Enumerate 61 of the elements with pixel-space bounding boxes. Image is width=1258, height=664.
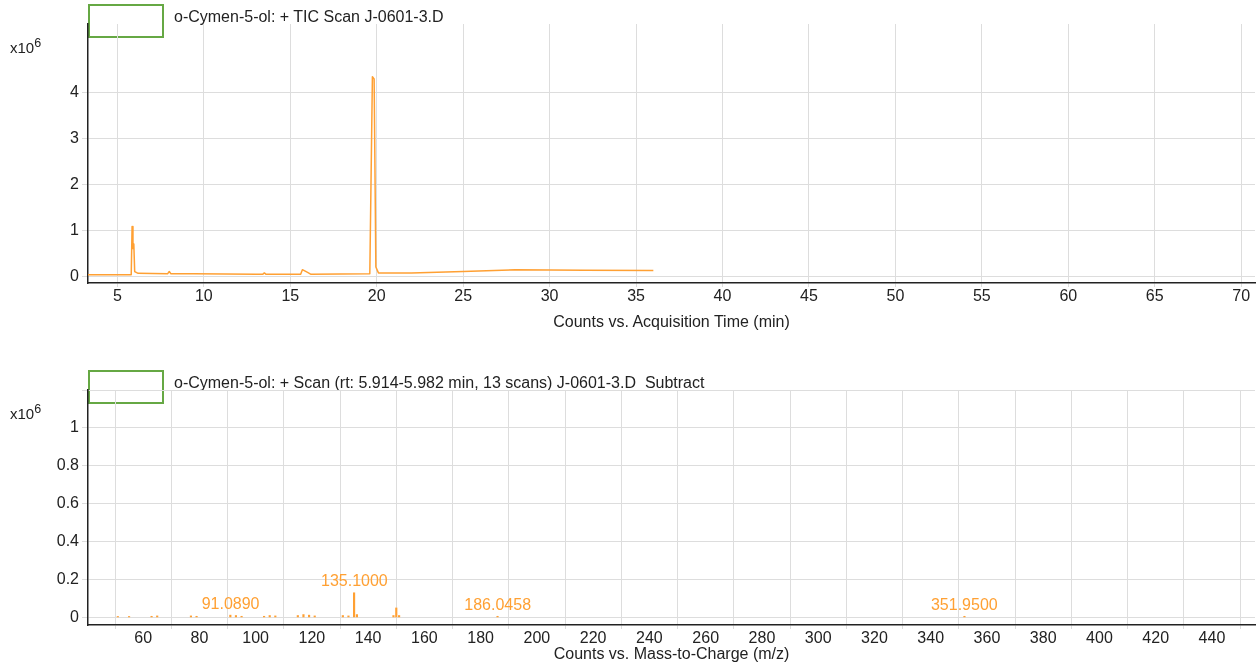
x-tick-label: 440 <box>1198 629 1226 647</box>
x-tick-label: 400 <box>1086 629 1113 647</box>
x-tick-label: 60 <box>1059 287 1078 305</box>
y-tick-label: 0.4 <box>56 532 80 550</box>
x-tick-label: 140 <box>354 629 382 647</box>
x-tick-label: 340 <box>917 629 945 647</box>
x-tick-label: 100 <box>242 629 270 647</box>
x-tick-label: 380 <box>1029 629 1057 647</box>
x-tick-label: 25 <box>454 287 473 305</box>
y-tick-label: 3 <box>70 129 80 147</box>
y-tick-label: 0 <box>70 607 80 625</box>
x-tick-label: 300 <box>804 629 832 647</box>
chart-title: o-Cymen-5-ol: + Scan (rt: 5.914-5.982 min, 13 scans) J-0601-3.D Subtract <box>174 374 705 392</box>
bar <box>296 615 299 618</box>
x-tick-label: 260 <box>692 629 720 647</box>
bar <box>268 615 271 618</box>
annotation: 91.0890 <box>201 594 260 612</box>
y-tick-label: 0.8 <box>56 456 80 474</box>
x-tick-label: 45 <box>800 287 818 305</box>
bar <box>353 592 356 618</box>
x-tick-label: 15 <box>281 287 300 305</box>
y-tick-label: 0.2 <box>56 569 80 587</box>
annotation: 186.0458 <box>464 595 532 613</box>
x-axis-title: Counts vs. Acquisition Time (min) <box>553 312 790 330</box>
y-tick-label: 2 <box>70 174 80 192</box>
x-tick-label: 420 <box>1142 629 1170 647</box>
x-tick-label: 65 <box>1145 287 1164 305</box>
y-axis-title: x10$^{6}$ <box>10 402 42 422</box>
x-tick-label: 60 <box>134 629 153 647</box>
chart-title: o-Cymen-5-ol: + TIC Scan J-0601-3.D <box>174 8 444 26</box>
x-tick-label: 10 <box>194 287 213 305</box>
x-tick-label: 40 <box>713 287 732 305</box>
annotation: 351.9500 <box>930 595 998 613</box>
x-tick-label: 55 <box>972 287 991 305</box>
x-tick-label: 30 <box>540 287 559 305</box>
annotation: 135.1000 <box>321 572 388 590</box>
x-tick-label: 160 <box>411 629 438 647</box>
x-tick-label: 180 <box>467 629 495 647</box>
y-tick-label: 1 <box>70 418 80 436</box>
x-tick-label: 200 <box>523 629 551 647</box>
x-tick-label: 280 <box>748 629 776 647</box>
x-tick-label: 120 <box>298 629 326 647</box>
y-axis-title: x10$^{6}$ <box>10 36 42 56</box>
bar <box>234 615 238 618</box>
x-tick-label: 35 <box>627 287 646 305</box>
x-tick-label: 20 <box>367 287 386 305</box>
x-tick-label: 5 <box>112 287 122 305</box>
x-tick-label: 80 <box>190 629 209 647</box>
bar <box>302 614 305 618</box>
y-tick-label: 0.6 <box>56 494 80 512</box>
x-tick-label: 360 <box>973 629 1001 647</box>
x-axis-title: Counts vs. Mass-to-Charge (m/z) <box>553 644 790 662</box>
x-tick-label: 220 <box>579 629 607 647</box>
y-tick-label: 4 <box>70 83 80 101</box>
bar <box>341 615 344 618</box>
x-tick-label: 50 <box>886 287 905 305</box>
y-tick-label: 0 <box>70 266 80 284</box>
x-tick-label: 240 <box>636 629 663 647</box>
y-tick-label: 1 <box>70 220 80 238</box>
x-tick-label: 320 <box>861 629 888 647</box>
x-tick-label: 70 <box>1232 287 1251 305</box>
